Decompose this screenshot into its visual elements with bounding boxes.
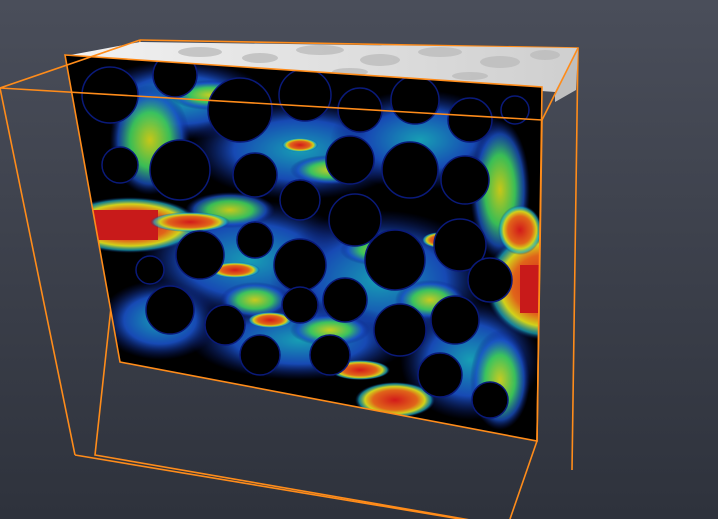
porous-media-top (65, 42, 578, 102)
solid-grains (81, 55, 530, 419)
bounding-box-front (0, 39, 579, 519)
velocity-slice (65, 55, 542, 441)
